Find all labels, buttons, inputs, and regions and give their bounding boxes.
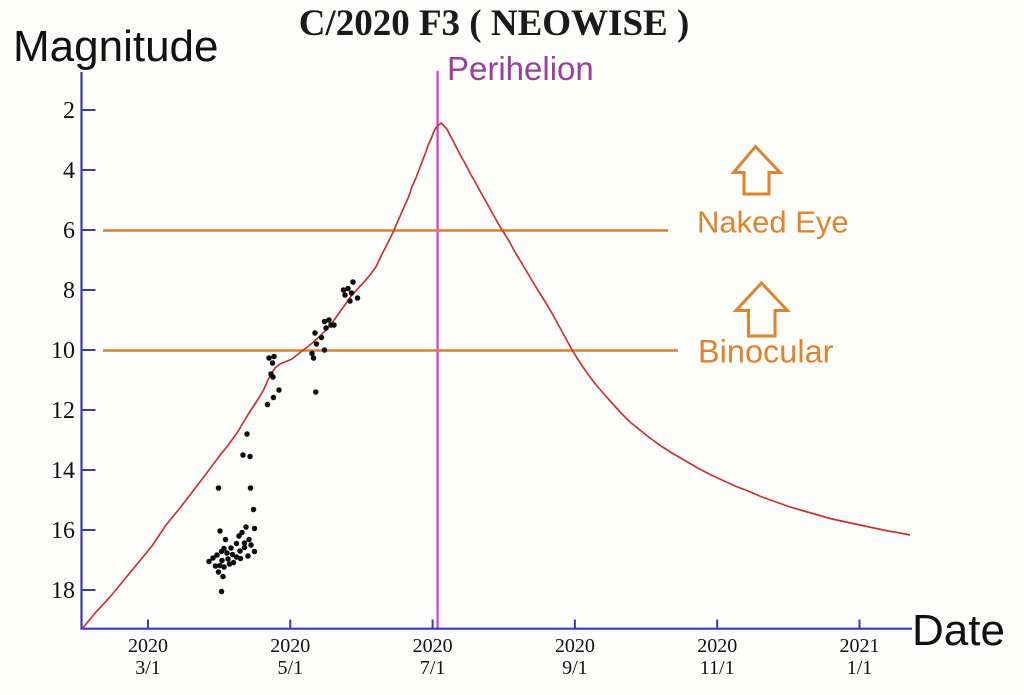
- svg-text:16: 16: [51, 518, 75, 544]
- svg-text:14: 14: [51, 458, 75, 484]
- svg-text:6: 6: [63, 218, 75, 244]
- svg-text:2021: 2021: [840, 635, 880, 657]
- svg-text:2020: 2020: [555, 635, 595, 657]
- svg-text:5/1: 5/1: [278, 657, 304, 679]
- svg-text:2020: 2020: [697, 635, 737, 657]
- svg-text:C/2020 F3 ( NEOWISE ): C/2020 F3 ( NEOWISE ): [299, 3, 690, 44]
- svg-text:4: 4: [63, 158, 75, 184]
- svg-text:11/1: 11/1: [700, 657, 735, 679]
- svg-text:9/1: 9/1: [562, 657, 588, 679]
- svg-text:2020: 2020: [128, 635, 168, 657]
- svg-text:Date: Date: [912, 606, 1005, 655]
- svg-text:Magnitude: Magnitude: [13, 22, 218, 71]
- svg-text:2020: 2020: [413, 635, 453, 657]
- svg-text:2: 2: [63, 98, 75, 124]
- svg-text:7/1: 7/1: [420, 657, 446, 679]
- svg-text:1/1: 1/1: [847, 657, 873, 679]
- svg-text:Perihelion: Perihelion: [447, 50, 594, 87]
- svg-text:8: 8: [63, 278, 75, 304]
- svg-text:Naked Eye: Naked Eye: [697, 205, 849, 240]
- svg-text:10: 10: [51, 338, 75, 364]
- svg-text:Binocular: Binocular: [698, 334, 834, 370]
- svg-text:2020: 2020: [270, 635, 310, 657]
- svg-text:12: 12: [51, 398, 75, 424]
- svg-text:3/1: 3/1: [135, 657, 161, 679]
- svg-text:18: 18: [51, 578, 75, 604]
